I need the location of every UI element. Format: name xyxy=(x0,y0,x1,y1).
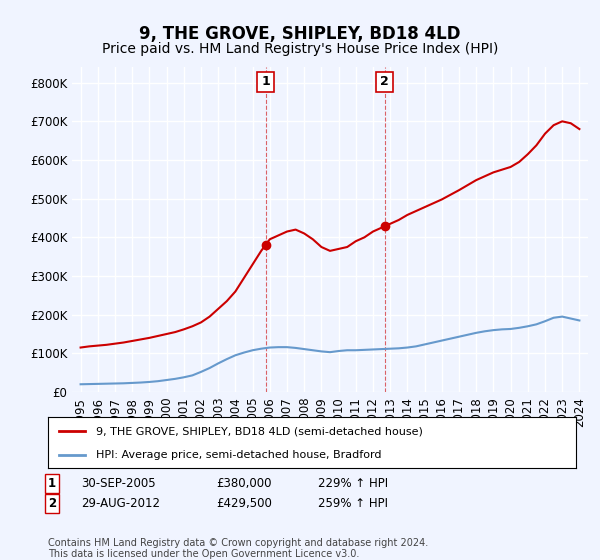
Text: 2: 2 xyxy=(380,75,389,88)
Text: 30-SEP-2005: 30-SEP-2005 xyxy=(81,477,155,490)
Text: Price paid vs. HM Land Registry's House Price Index (HPI): Price paid vs. HM Land Registry's House … xyxy=(102,42,498,56)
Text: 9, THE GROVE, SHIPLEY, BD18 4LD: 9, THE GROVE, SHIPLEY, BD18 4LD xyxy=(139,25,461,43)
Text: £380,000: £380,000 xyxy=(216,477,271,490)
Text: £429,500: £429,500 xyxy=(216,497,272,510)
Text: HPI: Average price, semi-detached house, Bradford: HPI: Average price, semi-detached house,… xyxy=(95,450,381,460)
Text: Contains HM Land Registry data © Crown copyright and database right 2024.
This d: Contains HM Land Registry data © Crown c… xyxy=(48,538,428,559)
Text: 1: 1 xyxy=(48,477,56,490)
Text: 2: 2 xyxy=(48,497,56,510)
Text: 229% ↑ HPI: 229% ↑ HPI xyxy=(318,477,388,490)
Text: 9, THE GROVE, SHIPLEY, BD18 4LD (semi-detached house): 9, THE GROVE, SHIPLEY, BD18 4LD (semi-de… xyxy=(95,426,422,436)
Text: 259% ↑ HPI: 259% ↑ HPI xyxy=(318,497,388,510)
Text: 1: 1 xyxy=(261,75,270,88)
Text: 29-AUG-2012: 29-AUG-2012 xyxy=(81,497,160,510)
